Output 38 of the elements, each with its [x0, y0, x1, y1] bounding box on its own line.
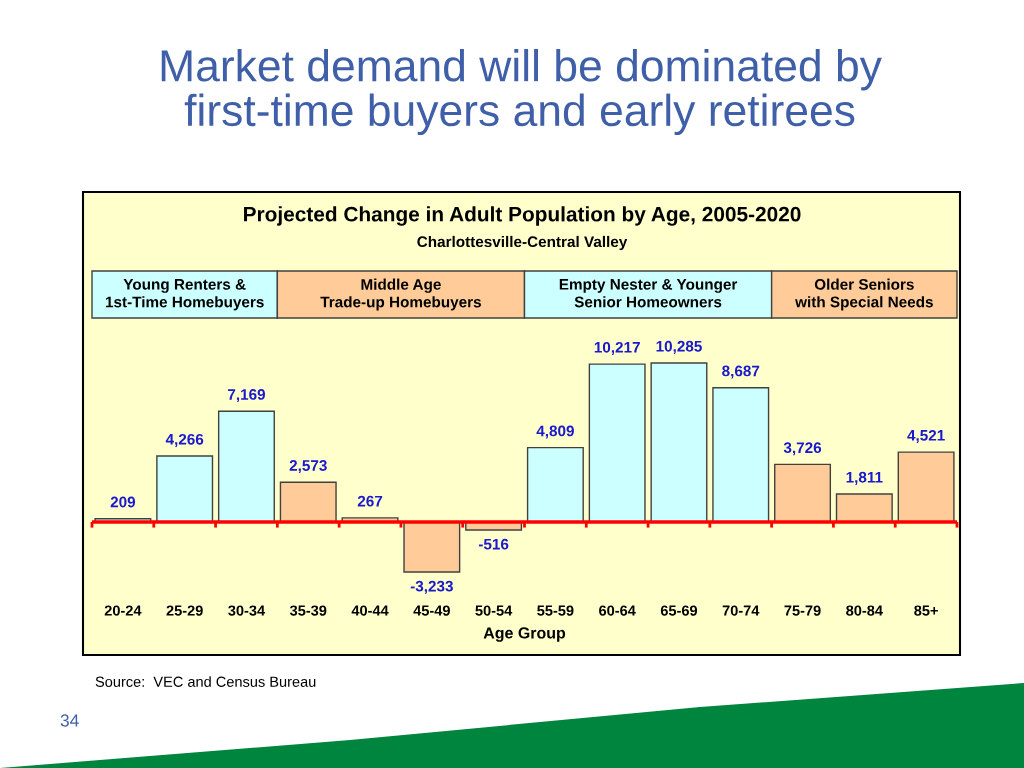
x-tick-label: 65-69: [660, 605, 698, 616]
x-tick-label: 70-74: [722, 605, 760, 616]
data-label: 2,573: [289, 460, 327, 474]
data-label: -516: [478, 538, 509, 550]
text: Empty Nester & Younger Senior Homeowners: [559, 279, 738, 308]
data-label: 10,217: [594, 341, 640, 355]
text: Middle Age Trade-up Homebuyers: [320, 278, 481, 311]
x-tick-label: 20-24: [104, 605, 142, 616]
x-tick-label: 75-79: [784, 605, 821, 616]
x-tick-label: 30-34: [228, 605, 266, 616]
text: 34: [60, 714, 79, 727]
source-note: Source: VEC and Census Bureau: [95, 676, 316, 687]
chart-title: Market demand will be dominated by first-time buyers and early retirees: [161, 48, 882, 136]
data-label: -3,233: [410, 580, 453, 594]
text: Young Renters & 1st-Time Homebuyers: [105, 279, 264, 311]
data-label: 4,809: [536, 425, 574, 439]
data-label: 7,169: [228, 389, 266, 403]
data-label: 267: [357, 495, 383, 507]
x-tick-label: 55-59: [537, 605, 574, 616]
x-tick-label: 40-44: [351, 605, 389, 616]
data-label: 3,726: [783, 442, 822, 456]
x-tick-label: 80-84: [846, 605, 883, 616]
data-label: 4,521: [907, 429, 945, 443]
data-label: 209: [110, 496, 136, 508]
chart-subtitle: Projected Change in Adult Population by Age, 2005-2020: [244, 206, 801, 226]
x-tick-label: 60-64: [599, 605, 636, 616]
x-tick-label: 25-29: [166, 605, 203, 616]
x-tick-label: 35-39: [289, 605, 327, 616]
x-tick-label: 45-49: [413, 605, 450, 616]
text: Older Seniors with Special Needs: [795, 278, 933, 311]
data-label: 8,687: [722, 365, 760, 379]
data-label: 4,266: [165, 433, 204, 447]
x-axis-title: Age Group: [483, 627, 566, 642]
x-tick-label: 85+: [914, 605, 938, 616]
x-tick-label: 50-54: [475, 605, 513, 616]
data-label: 1,811: [846, 471, 883, 485]
text: Charlottesville-Central Valley: [417, 235, 628, 251]
data-label: 10,285: [656, 340, 702, 354]
